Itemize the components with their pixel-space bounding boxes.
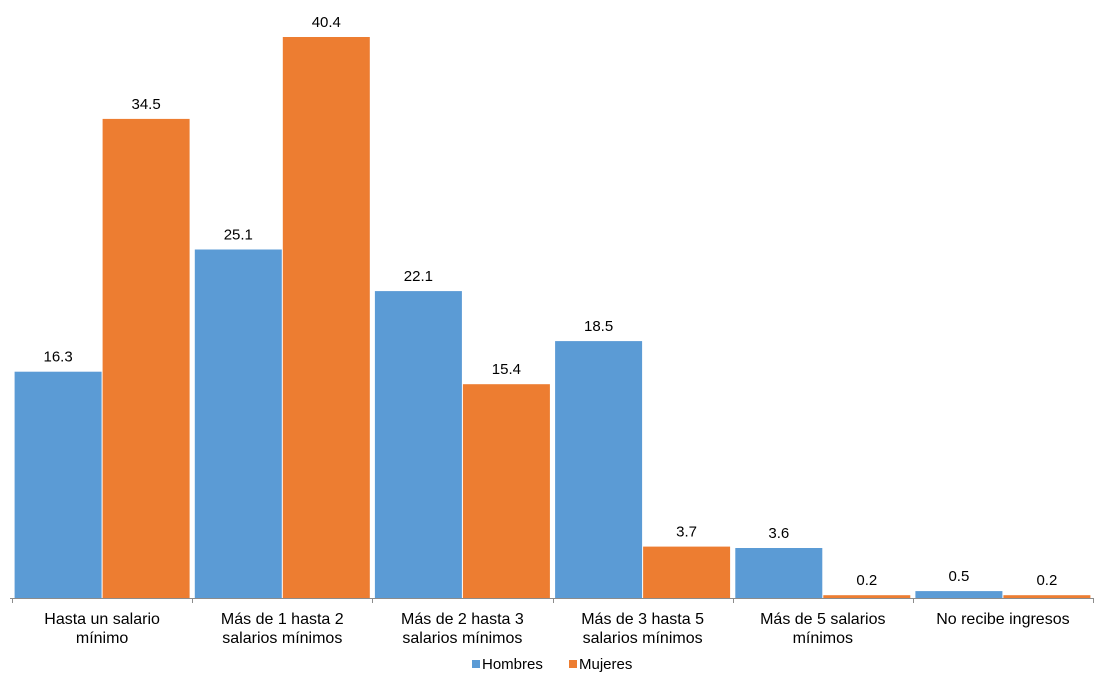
category-label-0: Hasta un salario mínimo — [44, 611, 160, 647]
category-label-5: No recibe ingresos — [936, 611, 1069, 628]
bar-mujeres-4 — [823, 595, 911, 598]
legend-swatch-hombres — [472, 660, 480, 668]
data-label-hombres-4: 3.6 — [768, 525, 789, 542]
data-label-mujeres-2: 15.4 — [492, 361, 521, 378]
category-label-4: Más de 5 salarios mínimos — [760, 611, 885, 647]
bar-hombres-0 — [14, 371, 102, 598]
bar-mujeres-0 — [102, 118, 190, 599]
legend-swatch-mujeres — [569, 660, 577, 668]
bar-hombres-2 — [374, 291, 462, 598]
x-axis: Hasta un salario mínimo Más de 1 hasta 2 sa… — [10, 598, 1094, 647]
data-label-hombres-3: 18.5 — [584, 318, 613, 335]
data-label-mujeres-3: 3.7 — [676, 524, 697, 541]
legend-label-hombres: Hombres — [482, 656, 543, 673]
category-label-1: Más de 1 hasta 2 salarios mínimos — [221, 611, 344, 647]
bars-layer — [14, 37, 1091, 599]
legend-label-mujeres: Mujeres — [579, 656, 632, 673]
bar-hombres-4 — [735, 548, 823, 598]
data-label-mujeres-5: 0.2 — [1036, 572, 1057, 589]
category-label-2: Más de 2 hasta 3 salarios mínimos — [401, 611, 524, 647]
data-labels-layer: 16.3 34.5 25.1 40.4 22.1 15.4 18.5 3.7 3.6 0.2 0.5… — [43, 14, 1057, 589]
data-label-mujeres-4: 0.2 — [856, 572, 877, 589]
bar-mujeres-3 — [643, 546, 731, 598]
bar-mujeres-1 — [282, 37, 370, 598]
category-label-3: Más de 3 hasta 5 salarios mínimos — [581, 611, 704, 647]
bar-mujeres-5 — [1003, 595, 1091, 598]
bar-mujeres-2 — [462, 384, 550, 598]
data-label-hombres-2: 22.1 — [404, 268, 433, 285]
data-label-hombres-0: 16.3 — [43, 349, 72, 366]
legend: Hombres Mujeres — [472, 656, 632, 673]
bar-hombres-1 — [194, 249, 282, 598]
data-label-hombres-1: 25.1 — [224, 227, 253, 244]
bar-hombres-5 — [915, 591, 1003, 598]
data-label-hombres-5: 0.5 — [948, 568, 969, 585]
data-label-mujeres-1: 40.4 — [312, 14, 341, 31]
bar-hombres-3 — [555, 341, 643, 598]
data-label-mujeres-0: 34.5 — [131, 96, 160, 113]
